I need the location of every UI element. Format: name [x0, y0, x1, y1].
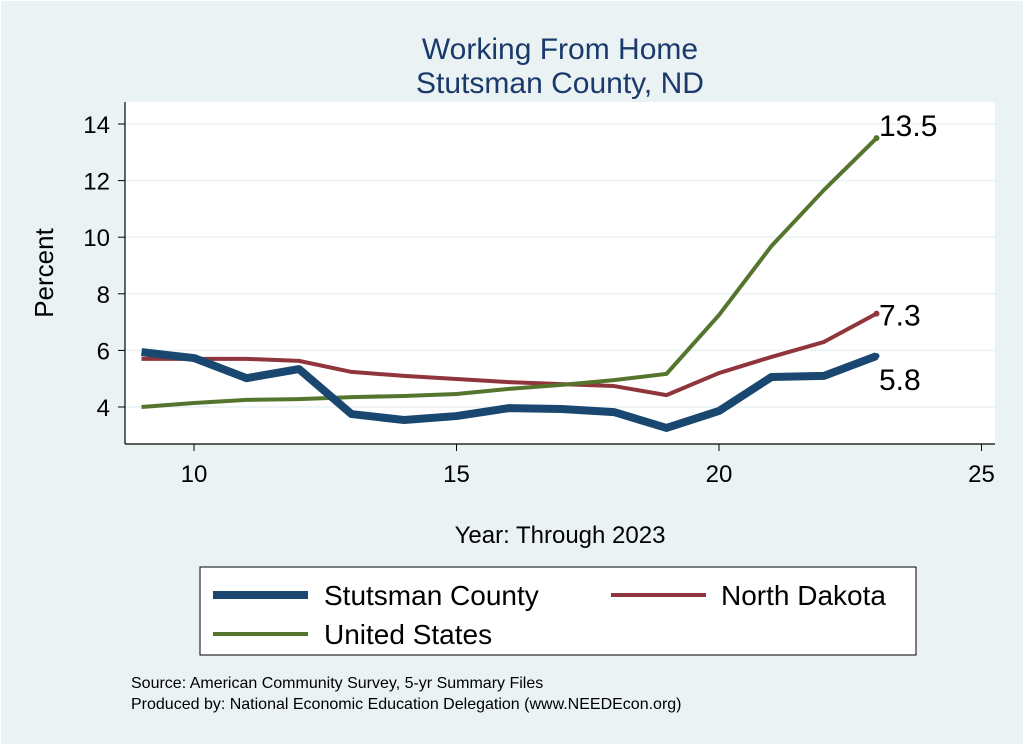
series-line-united-states [141, 136, 878, 409]
y-tick-label: 12 [83, 169, 110, 196]
data-label: 7.3 [879, 300, 921, 333]
chart-title: Working From Home [422, 33, 698, 66]
series-line-north-dakota [141, 311, 878, 398]
end-point [873, 135, 880, 142]
legend-label: Stutsman County [324, 580, 539, 611]
legend-label: North Dakota [721, 580, 886, 611]
x-axis-label: Year: Through 2023 [455, 522, 666, 549]
end-point [873, 353, 880, 360]
y-tick-label: 10 [83, 225, 110, 252]
y-axis-label: Percent [29, 227, 59, 317]
chart-subtitle: Stutsman County, ND [416, 67, 704, 100]
x-tick-label: 25 [968, 461, 995, 488]
x-tick-label: 15 [443, 461, 470, 488]
data-label: 5.8 [879, 364, 921, 397]
data-label: 13.5 [879, 110, 937, 143]
y-tick-label: 4 [97, 395, 110, 422]
y-tick-label: 6 [97, 338, 110, 365]
legend-label: United States [324, 619, 492, 650]
x-tick-label: 20 [706, 461, 733, 488]
y-tick-label: 8 [97, 282, 110, 309]
end-point [873, 310, 880, 317]
series-line-stutsman-county [141, 348, 878, 432]
y-tick-label: 14 [83, 112, 110, 139]
legend [199, 566, 917, 656]
plot-area [125, 102, 995, 444]
produced-note: Produced by: National Economic Education… [131, 696, 682, 713]
x-tick-label: 10 [181, 461, 208, 488]
source-note: Source: American Community Survey, 5-yr … [131, 675, 543, 692]
